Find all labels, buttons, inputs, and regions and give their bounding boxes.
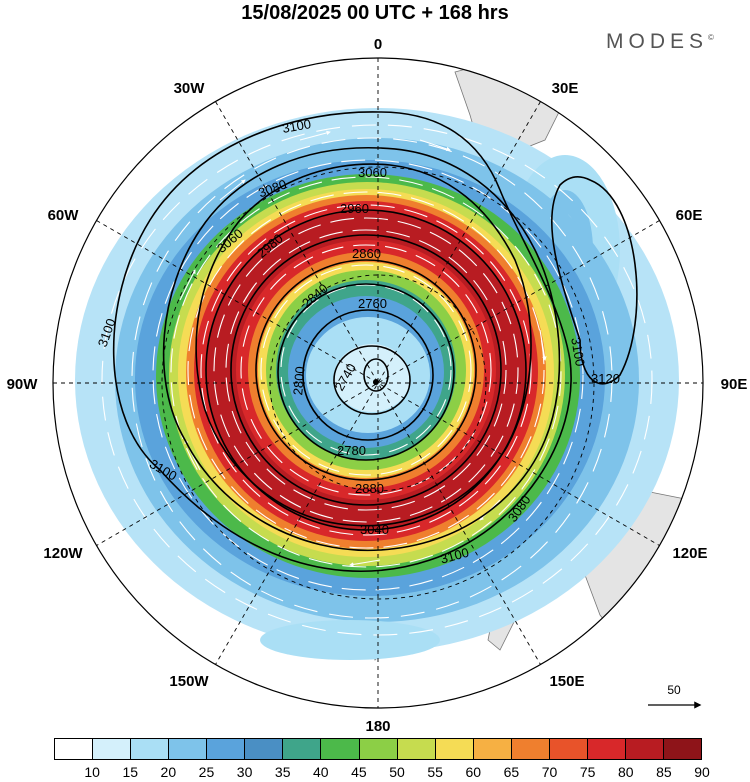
lon-label-150e: 150E xyxy=(549,673,584,690)
colorbar-tick-label: 85 xyxy=(656,764,672,780)
colorbar-tick-label: 65 xyxy=(503,764,520,780)
contour-label-2800: 2800 xyxy=(290,366,307,396)
colorbar-tick-label: 60 xyxy=(465,764,482,780)
lon-label-180: 180 xyxy=(365,718,390,735)
colorbar-tick-label: 50 xyxy=(389,764,405,780)
polar-map: 3100 3080 3060 3060 3040 2960 2980 2880 … xyxy=(7,36,748,735)
colorbar-swatch xyxy=(397,739,436,759)
colorbar-tick-label: 25 xyxy=(198,764,215,780)
contour-label-3040: 3040 xyxy=(360,522,389,537)
wind-streamlines xyxy=(101,124,653,636)
colorbar-swatch xyxy=(131,739,170,759)
lon-label-60w: 60W xyxy=(48,207,80,224)
colorbar-swatch xyxy=(549,739,588,759)
colorbar-swatch xyxy=(359,739,398,759)
colorbar-tick-label: 10 xyxy=(84,764,100,780)
colorbar-ticks: 10 15 20 25 30 35 40 45 50 55 60 65 70 75 80 85 90 xyxy=(54,764,709,782)
contour-label-3100-right: 3100 xyxy=(568,336,588,367)
colorbar-tick-label: 75 xyxy=(579,764,596,780)
colorbar-swatch xyxy=(664,739,702,759)
colorbar-swatch xyxy=(169,739,208,759)
brand-logo: MODES© xyxy=(606,30,714,53)
colorbar xyxy=(54,738,702,760)
lon-label-90e: 90E xyxy=(721,376,748,393)
colorbar-tick-label: 45 xyxy=(351,764,367,780)
lon-label-90w: 90W xyxy=(7,376,39,393)
lon-label-30w: 30W xyxy=(174,80,206,97)
lon-label-60e: 60E xyxy=(676,207,703,224)
colorbar-swatch xyxy=(55,739,94,759)
lon-label-0: 0 xyxy=(374,36,382,53)
colorbar-tick-label: 20 xyxy=(160,764,177,780)
lon-label-120e: 120E xyxy=(672,545,707,562)
map-title: 15/08/2025 00 UTC + 168 hrs xyxy=(241,2,509,24)
contour-label-2860: 2860 xyxy=(352,246,381,261)
colorbar-swatch xyxy=(587,739,626,759)
colorbar-swatch xyxy=(93,739,132,759)
map-boundary xyxy=(52,57,704,709)
graticule xyxy=(53,58,703,708)
colorbar-swatch xyxy=(245,739,284,759)
colorbar-swatch xyxy=(511,739,550,759)
lon-label-30e: 30E xyxy=(552,80,579,97)
contour-label-2880: 2880 xyxy=(355,481,384,496)
colorbar-tick-label: 30 xyxy=(236,764,253,780)
colorbar-tick-label: 70 xyxy=(541,764,558,780)
colorbar-swatch xyxy=(473,739,512,759)
colorbar-swatch xyxy=(283,739,322,759)
colorbar-tick-label: 40 xyxy=(313,764,329,780)
colorbar-swatch xyxy=(321,739,360,759)
reference-vector-label: 50 xyxy=(667,683,681,697)
colorbar-tick-label: 90 xyxy=(694,764,710,780)
contour-label-3060-top: 3060 xyxy=(358,165,387,180)
contour-label-3100-lower: 3100 xyxy=(439,545,471,567)
lon-label-120w: 120W xyxy=(43,545,83,562)
lon-label-150w: 150W xyxy=(169,673,209,690)
reference-vector: 50 xyxy=(648,683,702,709)
height-contours xyxy=(112,111,638,572)
contour-label-2760: 2760 xyxy=(358,296,387,311)
colorbar-tick-label: 15 xyxy=(122,764,139,780)
colorbar-swatch xyxy=(625,739,664,759)
colorbar-tick-label: 35 xyxy=(274,764,291,780)
longitude-labels: 0 30E 60E 90E 120E 150E 180 150W 120W 90… xyxy=(7,36,748,735)
colorbar-tick-label: 80 xyxy=(617,764,634,780)
contour-label-2780: 2780 xyxy=(337,443,366,458)
colorbar-tick-label: 55 xyxy=(427,764,443,780)
colorbar-swatch xyxy=(207,739,246,759)
contour-label-3100-top: 3100 xyxy=(281,116,312,136)
contour-label-2960: 2960 xyxy=(340,201,369,216)
colorbar-swatch xyxy=(435,739,474,759)
contour-label-3120: 3120 xyxy=(591,371,620,386)
